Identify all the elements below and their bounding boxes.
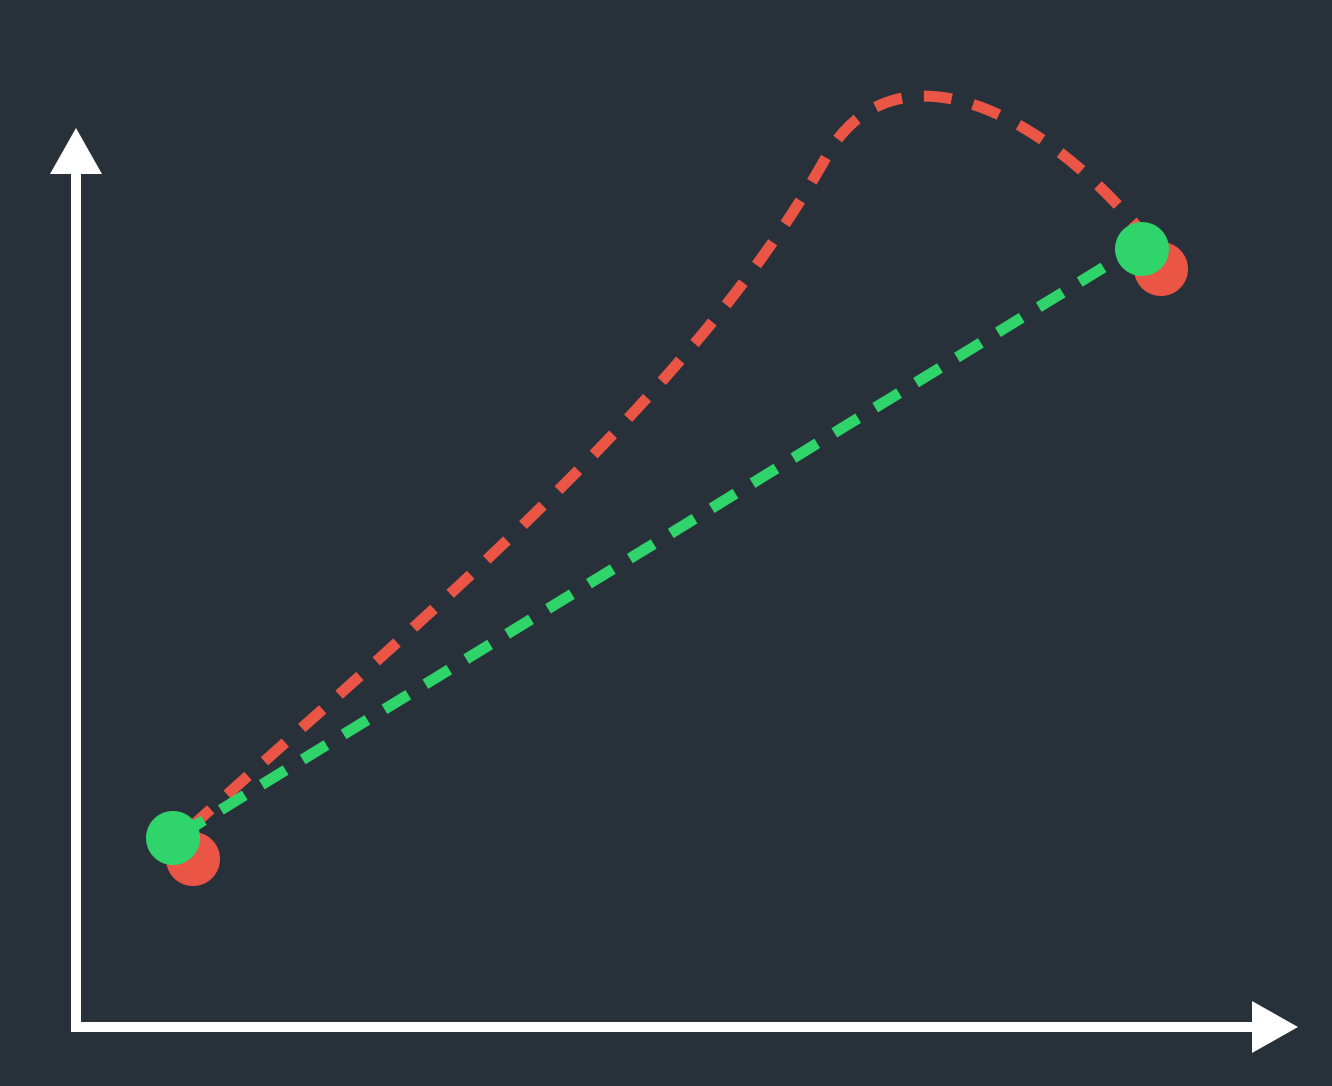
axes	[50, 128, 1298, 1053]
start-point-green	[146, 811, 200, 865]
end-point-green	[1115, 222, 1169, 276]
x-axis-arrow-icon	[1252, 1001, 1298, 1053]
y-axis-arrow-icon	[50, 128, 102, 174]
curved-path-red	[186, 90, 1165, 833]
straight-path-green	[177, 240, 1143, 840]
